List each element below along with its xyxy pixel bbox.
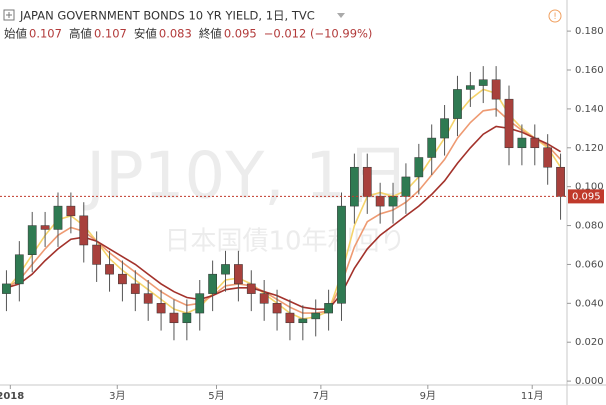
candle-body bbox=[221, 264, 230, 275]
ohlc-value: 0.095 bbox=[224, 27, 257, 41]
x-tick-label: 7月 bbox=[313, 390, 329, 402]
x-tick-label: 9月 bbox=[420, 390, 436, 402]
x-tick-label: 3月 bbox=[109, 390, 125, 402]
y-tick-label: 0.160 bbox=[575, 65, 604, 76]
candle-body bbox=[453, 89, 462, 119]
candle-body bbox=[556, 166, 565, 197]
candle-body bbox=[350, 166, 359, 207]
candle-body bbox=[530, 137, 540, 149]
candle-body bbox=[465, 85, 475, 90]
candle-body bbox=[40, 225, 50, 230]
alert-icon-mark: ! bbox=[553, 12, 557, 22]
watermark-description: 日本国債10年利回り bbox=[164, 227, 405, 257]
candle-body bbox=[272, 303, 282, 314]
ohlc-label: 高値 bbox=[69, 27, 92, 41]
x-tick-label: 5月 bbox=[208, 390, 224, 402]
candle-body bbox=[324, 303, 333, 314]
candle-body bbox=[259, 293, 269, 304]
change-value: −0.012 (−10.99%) bbox=[264, 27, 373, 41]
candle-body bbox=[118, 273, 127, 285]
candle-body bbox=[53, 205, 63, 230]
y-tick-label: 0.100 bbox=[575, 182, 604, 193]
ohlc-label: 安値 bbox=[134, 27, 157, 41]
last-price-label: 0.095 bbox=[572, 191, 601, 202]
y-tick-label: 0.140 bbox=[575, 104, 604, 115]
candle-body bbox=[92, 244, 102, 265]
x-tick-label: 11月 bbox=[521, 390, 544, 402]
watermark-symbol: JP10Y, 1日 bbox=[82, 140, 409, 214]
expand-icon-plus bbox=[6, 12, 12, 18]
last-price-tag bbox=[568, 189, 604, 204]
y-tick-label: 0.080 bbox=[575, 221, 604, 232]
y-tick-label: 0.120 bbox=[575, 143, 604, 154]
candle-body bbox=[156, 303, 166, 314]
y-tick-label: 0.020 bbox=[575, 337, 604, 348]
candle-body bbox=[504, 98, 514, 149]
ohlc-label: 終値 bbox=[199, 27, 222, 41]
ohlc-legend: 始値 0.107 高値 0.107 安値 0.083 終値 0.095 −0.012 (−10.… bbox=[4, 27, 372, 41]
candle-body bbox=[311, 312, 321, 320]
y-tick-label: 0.000 bbox=[575, 376, 604, 387]
candle-body bbox=[169, 312, 179, 324]
candle-body bbox=[414, 157, 424, 178]
candle-body bbox=[2, 283, 11, 294]
candle-body bbox=[246, 283, 256, 294]
moving-average-line bbox=[6, 125, 562, 310]
candle-body bbox=[362, 166, 372, 197]
candle-body bbox=[543, 147, 553, 168]
candle-body bbox=[440, 118, 449, 139]
candle-body bbox=[491, 79, 501, 100]
candle-body bbox=[195, 293, 205, 314]
candle-body bbox=[478, 79, 488, 86]
candle-body bbox=[130, 283, 140, 294]
alert-icon[interactable] bbox=[548, 9, 562, 23]
candle-body bbox=[298, 318, 308, 324]
candle-body bbox=[143, 293, 153, 304]
x-tick-label: 2018 bbox=[0, 391, 24, 402]
candle-body bbox=[388, 196, 398, 207]
candle-body bbox=[427, 137, 437, 158]
candle-body bbox=[182, 312, 192, 324]
watermark: JP10Y, 1日 日本国債10年利回り bbox=[82, 140, 409, 257]
candle-body bbox=[105, 264, 114, 275]
symbol-title: JAPAN GOVERNMENT BONDS 10 YR YIELD, 1日, … bbox=[19, 9, 315, 23]
candle-body bbox=[79, 215, 89, 246]
candle-body bbox=[517, 137, 527, 149]
ohlc-value: 0.107 bbox=[29, 27, 62, 41]
ohlc-label: 始値 bbox=[4, 27, 27, 41]
y-tick-label: 0.060 bbox=[575, 259, 604, 270]
y-tick-label: 0.180 bbox=[575, 26, 604, 37]
candle-body bbox=[27, 225, 37, 255]
ohlc-value: 0.083 bbox=[159, 27, 192, 41]
dropdown-caret[interactable] bbox=[337, 13, 345, 18]
expand-icon[interactable] bbox=[3, 9, 15, 21]
candle-body bbox=[14, 254, 24, 285]
candle-body bbox=[234, 264, 243, 285]
candle-body bbox=[337, 205, 346, 304]
plot-area bbox=[2, 66, 565, 341]
candle-body bbox=[375, 196, 385, 207]
ohlc-value: 0.107 bbox=[94, 27, 127, 41]
candle-body bbox=[401, 176, 411, 197]
candle-body bbox=[208, 273, 217, 294]
y-tick-label: 0.040 bbox=[575, 298, 604, 309]
candle-body bbox=[66, 205, 76, 217]
candle-body bbox=[285, 312, 295, 324]
